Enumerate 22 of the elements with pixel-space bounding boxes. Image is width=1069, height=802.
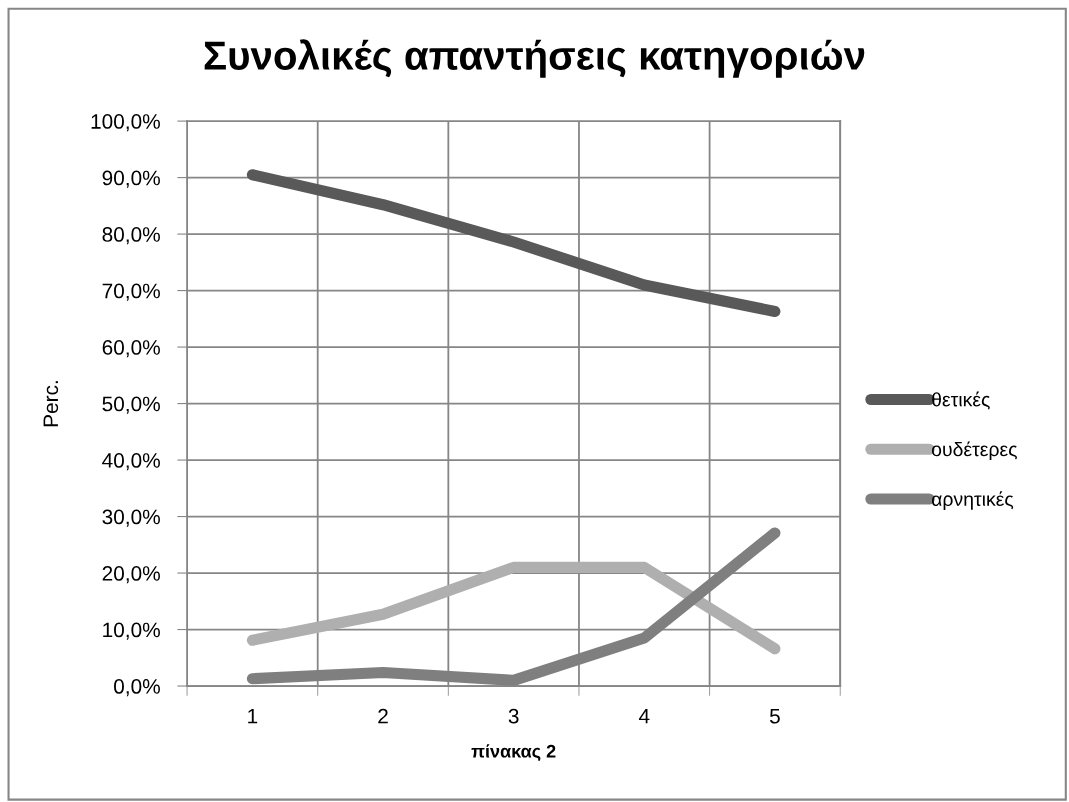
y-tick-label: 80,0%	[102, 227, 160, 245]
y-tick-label: 70,0%	[102, 283, 160, 301]
y-tick-label: 100,0%	[91, 114, 160, 132]
legend-label: ουδέτερες	[931, 441, 1017, 461]
x-axis-title: πίνακας 2	[471, 744, 556, 761]
x-tick-label: 1	[248, 709, 258, 724]
y-tick-label: 60,0%	[102, 340, 160, 358]
y-tick-label: 90,0%	[102, 170, 160, 188]
legend-label: αρνητικές	[931, 491, 1014, 510]
y-tick-label: 20,0%	[102, 566, 160, 584]
legend-label: θετικές	[932, 391, 990, 410]
x-tick-label: 5	[769, 709, 780, 724]
x-tick-label: 2	[378, 708, 388, 724]
x-tick-label: 4	[638, 709, 650, 724]
y-tick-label: 30,0%	[102, 509, 160, 527]
y-axis-title: Perc.	[43, 381, 59, 427]
chart-title: Συνολικές απαντήσεις κατηγοριών	[204, 39, 865, 78]
y-tick-label: 0,0%	[114, 679, 160, 697]
y-tick-label: 40,0%	[102, 453, 160, 471]
x-tick-label: 3	[508, 708, 519, 724]
y-tick-label: 10,0%	[103, 622, 160, 640]
y-tick-label: 50,0%	[102, 396, 160, 414]
